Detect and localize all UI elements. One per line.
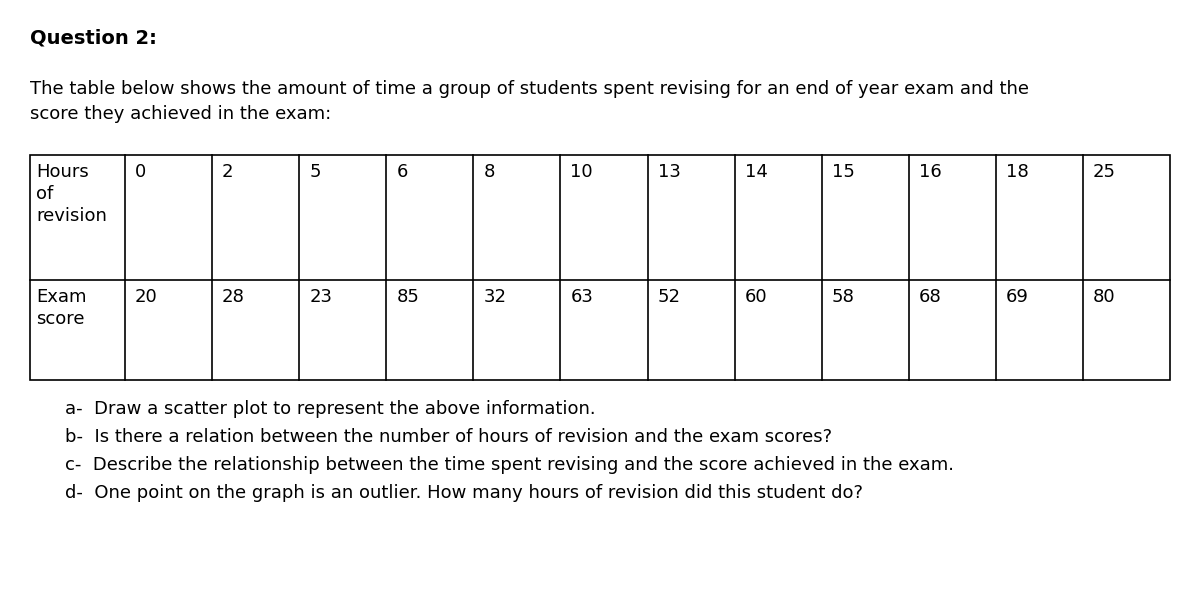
Text: 2: 2	[222, 163, 234, 181]
Text: 8: 8	[484, 163, 494, 181]
Text: of: of	[36, 185, 53, 203]
Text: 13: 13	[658, 163, 680, 181]
Text: 6: 6	[396, 163, 408, 181]
Text: score: score	[36, 310, 84, 328]
Text: 10: 10	[570, 163, 593, 181]
Text: 14: 14	[744, 163, 768, 181]
Text: 28: 28	[222, 288, 245, 306]
Text: 63: 63	[570, 288, 593, 306]
Text: a-  Draw a scatter plot to represent the above information.: a- Draw a scatter plot to represent the …	[65, 400, 595, 418]
Text: 15: 15	[832, 163, 854, 181]
Text: 20: 20	[134, 288, 157, 306]
Text: 23: 23	[310, 288, 332, 306]
Bar	[30, 155, 1170, 380]
Text: Question 2:: Question 2:	[30, 28, 157, 47]
Text: 5: 5	[310, 163, 320, 181]
Text: 68: 68	[919, 288, 942, 306]
Text: 80: 80	[1093, 288, 1116, 306]
Text: 58: 58	[832, 288, 854, 306]
Text: 52: 52	[658, 288, 680, 306]
Text: score they achieved in the exam:: score they achieved in the exam:	[30, 105, 331, 123]
Text: 0: 0	[134, 163, 146, 181]
Text: 18: 18	[1006, 163, 1028, 181]
Text: c-  Describe the relationship between the time spent revising and the score achi: c- Describe the relationship between the…	[65, 456, 954, 474]
Text: Exam: Exam	[36, 288, 86, 306]
Text: 25: 25	[1093, 163, 1116, 181]
Text: d-  One point on the graph is an outlier. How many hours of revision did this st: d- One point on the graph is an outlier.…	[65, 484, 863, 502]
Text: b-  Is there a relation between the number of hours of revision and the exam sco: b- Is there a relation between the numbe…	[65, 428, 832, 446]
Text: Hours: Hours	[36, 163, 89, 181]
Text: 69: 69	[1006, 288, 1028, 306]
Text: 16: 16	[919, 163, 942, 181]
Text: 60: 60	[744, 288, 767, 306]
Text: 85: 85	[396, 288, 419, 306]
Text: 32: 32	[484, 288, 506, 306]
Text: revision: revision	[36, 207, 107, 225]
Text: The table below shows the amount of time a group of students spent revising for : The table below shows the amount of time…	[30, 80, 1030, 98]
